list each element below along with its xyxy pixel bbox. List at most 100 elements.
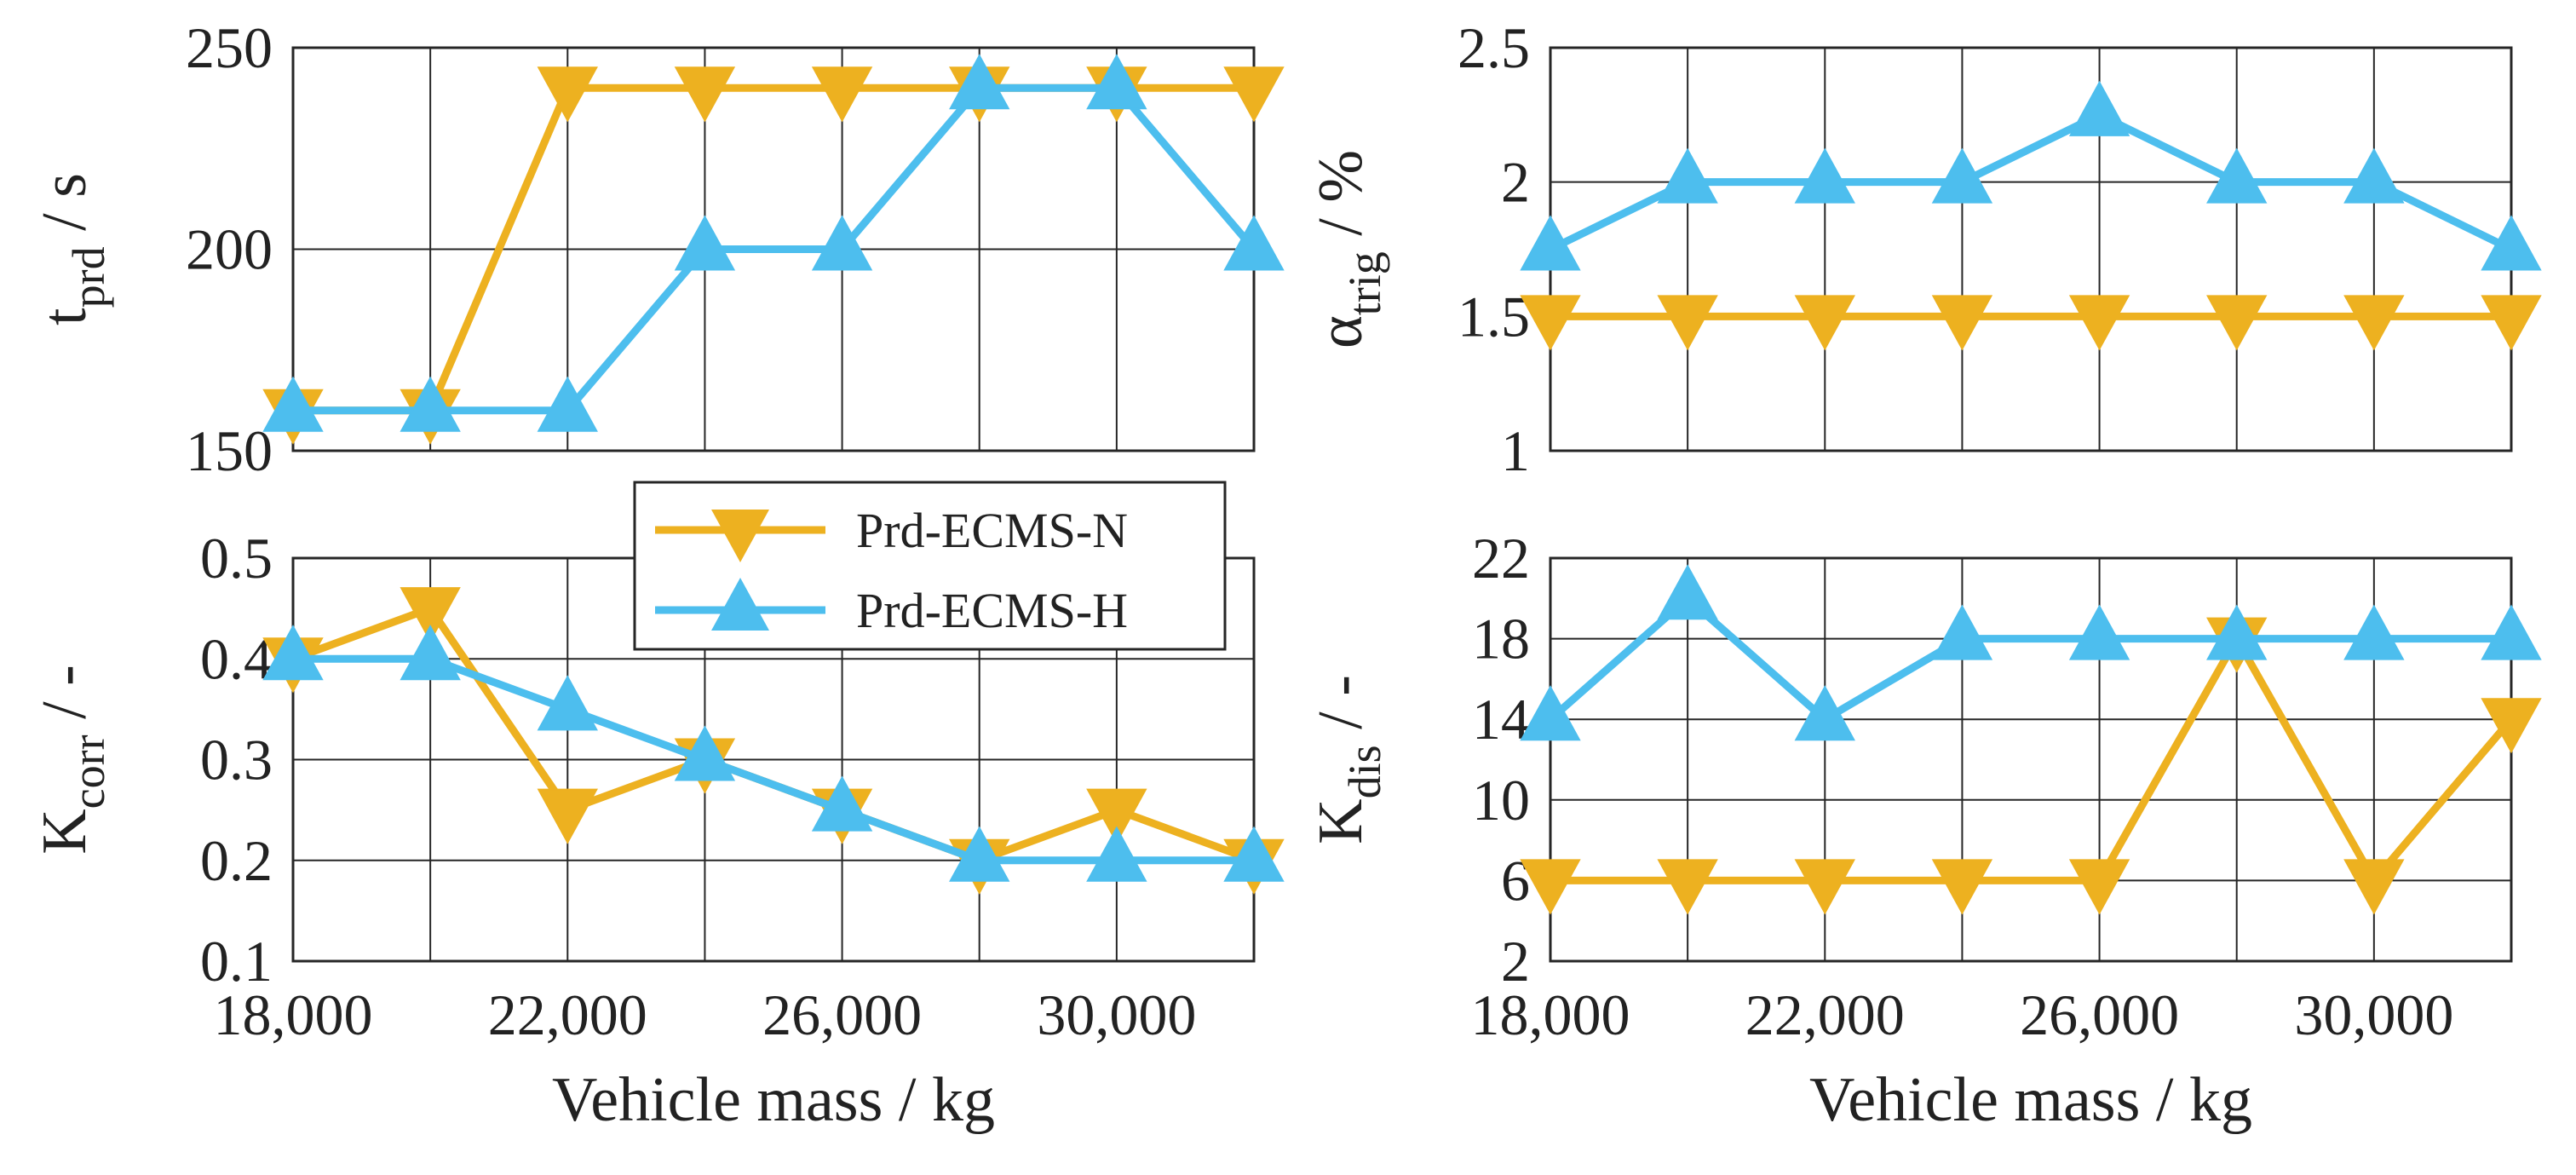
y-tick-label: 200 <box>186 217 273 282</box>
data-point-marker <box>2343 295 2405 351</box>
y-tick-label: 18 <box>1472 607 1530 671</box>
data-point-marker <box>1657 295 1718 351</box>
data-point-marker <box>1223 215 1285 271</box>
legend-label: Prd-ECMS-N <box>856 503 1128 558</box>
y-axis-title-symbol: t <box>30 308 100 325</box>
data-point-marker <box>1657 147 1718 204</box>
y-axis-title-subscript: prd <box>63 246 114 308</box>
subplot-alpha: 1 1.5 2 2.5 αtrig / % <box>1306 15 2542 483</box>
subplot-tprd: 150 200 250 tprd / s <box>30 15 1285 483</box>
data-point-marker <box>949 54 1010 110</box>
data-point-marker <box>949 826 1010 882</box>
data-point-marker <box>1086 826 1147 882</box>
y-axis-title-unit: / - <box>30 665 100 734</box>
data-point-marker <box>2481 215 2542 271</box>
y-tick-label: 10 <box>1472 768 1530 832</box>
series-prd-ecms-h <box>1520 80 2542 271</box>
x-tick-label: 26,000 <box>762 982 922 1047</box>
data-point-marker <box>1657 564 1718 620</box>
data-point-marker <box>2481 604 2542 660</box>
data-point-marker <box>2206 295 2268 351</box>
data-point-marker <box>674 66 736 123</box>
y-tick-label: 250 <box>186 15 273 80</box>
y-axis-title-symbol: K <box>1306 798 1376 844</box>
x-axis-title: Vehicle mass / kg <box>1809 1065 2252 1135</box>
data-point-marker <box>2206 604 2268 660</box>
series-prd-ecms-h <box>262 625 1285 882</box>
series-prd-ecms-n <box>1520 295 2542 351</box>
data-point-marker <box>674 215 736 271</box>
data-point-marker <box>1223 826 1285 882</box>
data-point-marker <box>2481 698 2542 754</box>
data-point-marker <box>537 376 598 432</box>
y-tick-label: 1.5 <box>1458 284 1530 348</box>
y-axis-title-subscript: trig <box>1339 251 1390 315</box>
data-point-marker <box>1086 54 1147 110</box>
x-axis-title: Vehicle mass / kg <box>552 1065 995 1135</box>
series-prd-ecms-n <box>1520 617 2542 915</box>
data-point-marker <box>1520 215 1581 271</box>
data-point-marker <box>1794 859 1855 915</box>
data-point-marker <box>1931 147 1993 204</box>
data-point-marker <box>1520 685 1581 741</box>
y-axis-title-symbol: α <box>1306 315 1376 348</box>
y-tick-label: 0.4 <box>200 626 273 691</box>
data-point-marker <box>1931 859 1993 915</box>
grid-lines <box>1550 47 2512 452</box>
series-prd-ecms-h <box>1520 564 2542 741</box>
data-point-marker <box>1657 859 1718 915</box>
x-tick-label: 30,000 <box>2294 982 2453 1047</box>
data-point-marker <box>2068 80 2130 136</box>
y-tick-label: 0.3 <box>200 728 273 792</box>
y-axis-title-subscript: dis <box>1339 745 1390 798</box>
data-point-marker <box>1931 295 1993 351</box>
y-axis-title: αtrig / % <box>1306 150 1390 348</box>
axes-box <box>1549 556 2513 963</box>
legend-entry: Prd-ECMS-H <box>655 578 1128 638</box>
data-point-marker <box>2068 859 2130 915</box>
data-point-marker <box>262 625 324 681</box>
data-point-marker <box>2068 604 2130 660</box>
y-tick-label: 2 <box>1501 150 1530 215</box>
data-point-marker <box>2343 604 2405 660</box>
data-point-marker <box>400 625 461 681</box>
y-tick-label: 14 <box>1472 687 1530 752</box>
y-tick-label: 0.2 <box>200 828 273 893</box>
y-tick-label: 0.1 <box>200 929 273 994</box>
data-point-marker <box>1223 66 1285 123</box>
series-prd-ecms-n <box>262 66 1285 445</box>
data-point-marker <box>400 587 461 643</box>
series-line <box>293 84 1257 415</box>
data-point-marker <box>811 775 873 832</box>
series-line <box>1550 635 2515 884</box>
y-axis-title-unit: / - <box>1306 675 1376 745</box>
y-tick-label: 2.5 <box>1458 15 1530 80</box>
series-line <box>1549 111 2513 253</box>
y-axis-title-subscript: corr <box>63 734 114 809</box>
data-point-marker <box>262 376 324 432</box>
data-point-marker <box>2206 147 2268 204</box>
data-point-marker <box>2343 147 2405 204</box>
x-tick-label: 18,000 <box>1471 982 1630 1047</box>
data-point-marker <box>1794 685 1855 741</box>
data-point-marker <box>674 725 736 781</box>
y-tick-label: 6 <box>1501 848 1530 913</box>
data-point-marker <box>1086 788 1147 844</box>
data-point-marker <box>537 788 598 844</box>
y-tick-label: 0.5 <box>200 526 273 590</box>
data-point-marker <box>1794 295 1855 351</box>
data-point-marker <box>2068 295 2130 351</box>
data-point-marker <box>1520 295 1581 351</box>
y-tick-label: 1 <box>1501 418 1530 483</box>
data-point-marker <box>1794 147 1855 204</box>
y-tick-label: 2 <box>1501 929 1530 994</box>
subplots: 150 200 250 tprd / s 1 1.5 2 2.5 αtrig / % 0.1 0.2… <box>30 15 2542 1135</box>
data-point-marker <box>537 66 598 123</box>
y-axis-title-unit: / s <box>30 173 100 246</box>
y-axis-title: Kcorr / - <box>30 665 114 855</box>
x-tick-label: 26,000 <box>2020 982 2179 1047</box>
data-point-marker <box>400 376 461 432</box>
x-tick-label: 22,000 <box>1745 982 1905 1047</box>
y-axis-title: Kdis / - <box>1306 675 1390 844</box>
